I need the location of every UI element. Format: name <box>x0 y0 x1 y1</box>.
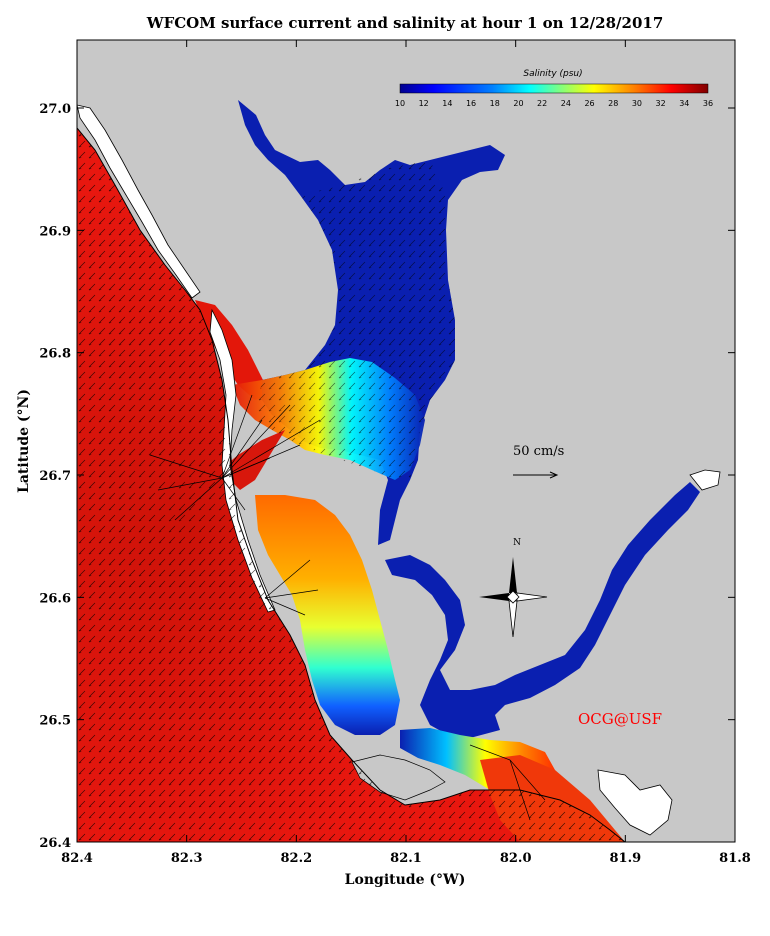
x-tick-label: 82.1 <box>390 851 422 866</box>
scale-vector-label: 50 cm/s <box>513 444 564 459</box>
pine-island-sound <box>255 495 400 735</box>
scale-arrow-head <box>549 471 559 479</box>
colorbar-tick-label: 24 <box>561 99 571 108</box>
x-tick-label: 82.2 <box>280 851 312 866</box>
coastline <box>77 127 626 842</box>
y-axis-title: Latitude (°N) <box>16 389 32 493</box>
salinity-colorbar: Salinity (psu) 10 12 14 16 18 20 22 24 26 28 30 32 3… <box>395 69 713 108</box>
compass-north-label: N <box>513 538 521 548</box>
colorbar-tick-label: 26 <box>584 99 594 108</box>
colorbar-tick-label: 16 <box>466 99 476 108</box>
colorbar-tick-label: 14 <box>442 99 452 108</box>
y-tick-label: 26.8 <box>39 347 71 362</box>
credit-label: OCG@USF <box>578 710 662 728</box>
x-axis-title: Longitude (°W) <box>345 872 466 888</box>
compass-rose: N <box>479 538 548 638</box>
x-tick-label: 82.3 <box>171 851 203 866</box>
scale-vector: 50 cm/s <box>513 444 564 479</box>
y-tick-label: 26.6 <box>39 591 71 606</box>
y-tick-label: 27.0 <box>39 102 71 117</box>
y-axis: 27.0 26.9 26.8 26.7 26.6 26.5 26.4 <box>39 102 735 851</box>
pass-jet-vectors <box>149 394 546 821</box>
x-tick-label: 81.8 <box>719 851 751 866</box>
colorbar-tick-label: 28 <box>608 99 618 108</box>
east-marsh <box>689 469 721 491</box>
barrier-islands <box>77 104 201 299</box>
colorbar-tick-label: 22 <box>537 99 547 108</box>
map-title: WFCOM surface current and salinity at ho… <box>146 14 664 32</box>
colorbar-tick-label: 10 <box>395 99 405 108</box>
x-tick-label: 82.4 <box>61 851 93 866</box>
estuary-vector-field <box>255 160 455 480</box>
x-tick-label: 82.0 <box>500 851 532 866</box>
x-axis: 82.4 82.3 82.2 82.1 82.0 81.9 81.8 <box>61 40 751 866</box>
y-tick-label: 26.9 <box>39 224 71 239</box>
colorbar-tick-label: 12 <box>419 99 429 108</box>
current-vector-field <box>77 128 625 842</box>
colorbar-tick-label: 20 <box>513 99 523 108</box>
colorbar-title: Salinity (psu) <box>523 69 582 79</box>
colorbar-gradient <box>399 83 709 94</box>
colorbar-tick-label: 32 <box>656 99 666 108</box>
caloosahatchee-river <box>385 482 700 738</box>
colorbar-ticks: 10 12 14 16 18 20 22 24 26 28 30 32 34 36 <box>395 99 713 108</box>
colorbar-tick-label: 36 <box>703 99 713 108</box>
x-tick-label: 81.9 <box>609 851 641 866</box>
y-tick-label: 26.7 <box>39 469 71 484</box>
y-tick-label: 26.4 <box>39 836 71 851</box>
y-tick-label: 26.5 <box>39 714 71 729</box>
compass-north-arm <box>509 557 517 593</box>
compass-center <box>506 590 520 604</box>
colorbar-tick-label: 34 <box>679 99 689 108</box>
colorbar-tick-label: 18 <box>490 99 500 108</box>
compass-west-arm <box>479 593 509 601</box>
shoreline-detail <box>597 769 673 836</box>
colorbar-tick-label: 30 <box>632 99 642 108</box>
